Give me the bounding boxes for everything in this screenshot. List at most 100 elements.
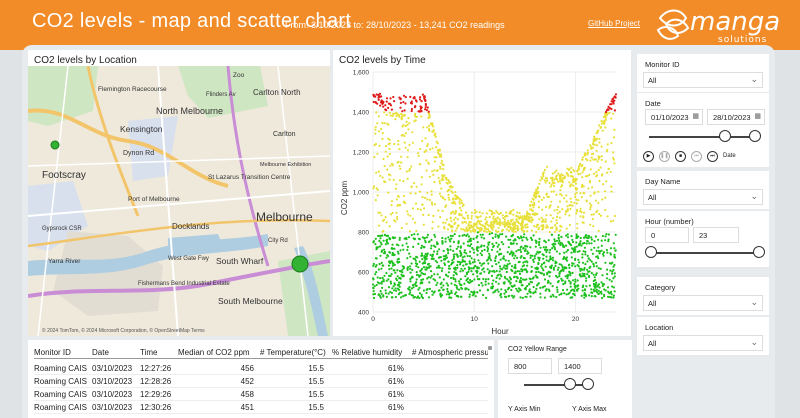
date-slider-max-knob[interactable] xyxy=(749,130,761,142)
hour-to-input[interactable]: 23 xyxy=(693,227,739,243)
scatter-point xyxy=(546,225,549,229)
yellow-slider-min-knob[interactable] xyxy=(564,378,576,390)
scatter-point xyxy=(438,266,441,269)
hour-slider-max-knob[interactable] xyxy=(753,246,765,258)
calendar-icon[interactable]: ▦ xyxy=(692,113,699,120)
scatter-point xyxy=(582,216,585,219)
column-header[interactable]: # Atmospheric pressur xyxy=(412,348,488,357)
github-link[interactable]: GitHub Project xyxy=(588,19,641,28)
scatter-point xyxy=(408,230,411,233)
scatter-point xyxy=(500,252,503,255)
scatter-point xyxy=(484,283,487,286)
scatter-visual[interactable]: CO2 levels by Time 400 600 800 1,000 1,200 1,… xyxy=(333,50,631,336)
scatter-point xyxy=(488,209,491,212)
scatter-point xyxy=(535,275,538,279)
scatter-point xyxy=(498,277,501,280)
table-row[interactable]: Roaming CAIS 03/10/2023 12:28:26 452 15.… xyxy=(34,375,488,388)
scatter-point xyxy=(445,293,448,296)
date-from-input[interactable]: 01/10/2023 ▦ xyxy=(645,109,703,125)
yellow-max-input[interactable]: 1400 xyxy=(558,358,602,374)
scatter-point xyxy=(516,276,519,279)
scatter-point xyxy=(600,290,603,293)
map-marker[interactable] xyxy=(291,255,309,273)
yellow-slider-max-knob[interactable] xyxy=(582,378,594,390)
scatter-point xyxy=(384,289,387,292)
table-row[interactable]: Roaming CAIS 03/10/2023 12:27:26 456 15.… xyxy=(34,362,488,375)
scatter-point xyxy=(601,284,604,288)
scatter-point xyxy=(467,224,470,227)
pause-icon[interactable]: ❚❚ xyxy=(659,151,670,162)
scatter-point xyxy=(436,142,439,145)
column-header[interactable]: % Relative humidity xyxy=(332,348,403,357)
scatter-point xyxy=(514,238,517,241)
scatter-point xyxy=(549,282,552,285)
map-marker[interactable] xyxy=(50,140,60,150)
yellow-min-input[interactable]: 800 xyxy=(508,358,552,374)
scatter-point xyxy=(547,260,550,263)
location-dropdown[interactable]: All ⌄ xyxy=(643,335,763,351)
scatter-point xyxy=(396,284,399,287)
scatter-point xyxy=(598,141,601,144)
table-row[interactable]: Roaming CAIS 03/10/2023 12:30:26 451 15.… xyxy=(34,401,488,414)
scatter-point xyxy=(430,244,433,247)
stop-icon[interactable]: ■ xyxy=(675,151,686,162)
scatter-point xyxy=(495,209,498,212)
scatter-point xyxy=(472,225,475,228)
column-header[interactable]: Median of CO2 ppm xyxy=(178,348,250,357)
scatter-point xyxy=(521,215,524,218)
map-canvas[interactable]: Flemington Racecourse North Melbourne Ca… xyxy=(28,66,330,336)
scatter-point xyxy=(589,259,592,262)
date-to-input[interactable]: 28/10/2023 ▦ xyxy=(707,109,765,125)
scatter-point xyxy=(490,222,493,225)
column-header[interactable]: # Temperature(°C) xyxy=(260,348,326,357)
scatter-point xyxy=(470,243,473,246)
scatter-point xyxy=(583,296,586,299)
scatter-point xyxy=(387,255,390,258)
scatter-point xyxy=(532,258,535,261)
table-row[interactable]: Roaming CAIS 03/10/2023 12:29:26 458 15.… xyxy=(34,388,488,401)
column-header[interactable]: Time xyxy=(140,348,158,357)
day-dropdown[interactable]: All ⌄ xyxy=(643,189,763,205)
readings-table[interactable]: Monitor ID Date Time Median of CO2 ppm #… xyxy=(28,340,494,418)
scrollbar[interactable] xyxy=(488,346,492,350)
scatter-point xyxy=(371,283,375,286)
column-header[interactable]: Date xyxy=(92,348,109,357)
scatter-point xyxy=(565,200,568,203)
scatter-point xyxy=(595,171,598,174)
scatter-point xyxy=(578,261,581,264)
previous-icon[interactable]: ⏮ xyxy=(691,151,702,162)
hour-slider-track[interactable] xyxy=(649,252,761,254)
category-dropdown[interactable]: All ⌄ xyxy=(643,295,763,311)
scatter-point xyxy=(468,295,471,298)
scatter-point xyxy=(579,215,582,218)
yellow-slider-track[interactable] xyxy=(524,384,590,386)
scatter-point xyxy=(600,145,603,148)
calendar-icon[interactable]: ▦ xyxy=(754,113,761,120)
scatter-point xyxy=(593,285,596,288)
hour-from-input[interactable]: 0 xyxy=(645,227,689,243)
date-slider-track[interactable] xyxy=(649,136,759,138)
scatter-point xyxy=(487,271,491,275)
scatter-point xyxy=(443,174,446,177)
scatter-point xyxy=(491,270,494,273)
scatter-point xyxy=(610,100,613,103)
scatter-point xyxy=(409,95,412,98)
scatter-point xyxy=(436,250,439,253)
scatter-point xyxy=(576,250,579,253)
date-slider-min-knob[interactable] xyxy=(719,130,731,142)
scatter-point xyxy=(597,289,600,292)
hour-slider-min-knob[interactable] xyxy=(645,246,657,258)
monitor-dropdown[interactable]: All ⌄ xyxy=(643,72,763,88)
scatter-point xyxy=(454,202,457,205)
scatter-point xyxy=(560,292,563,295)
scatter-point xyxy=(609,170,612,173)
scatter-point xyxy=(511,254,514,257)
scatter-point xyxy=(554,224,557,227)
column-header[interactable]: Monitor ID xyxy=(34,348,71,357)
play-icon[interactable]: ▶ xyxy=(643,151,654,162)
scatter-point xyxy=(391,287,394,290)
map-visual[interactable]: CO2 levels by Location xyxy=(28,50,330,336)
scatter-point xyxy=(523,224,527,227)
next-icon[interactable]: ⏭ xyxy=(707,151,718,162)
